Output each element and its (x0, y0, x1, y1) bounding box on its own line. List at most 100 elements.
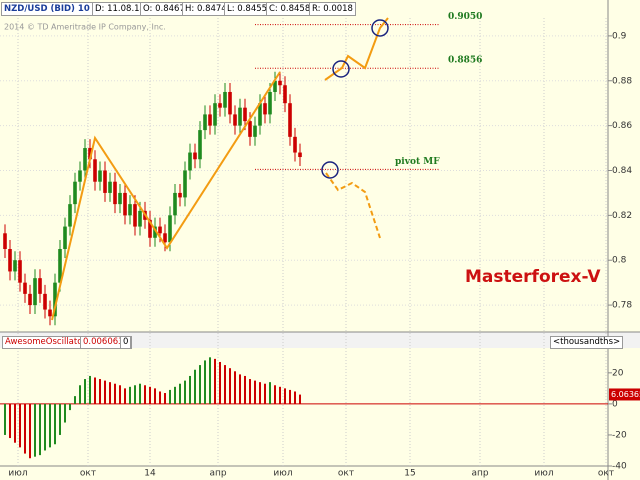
x-tick-label: июл (534, 469, 553, 479)
indicator-param: 0 (120, 336, 132, 349)
candle-body (13, 260, 17, 272)
candle-body (58, 249, 62, 283)
y-tick-label: 0.8 (612, 256, 627, 266)
high: H: 0.8474 (182, 2, 230, 16)
last-value-label: 6.06365 (611, 390, 640, 399)
y-tick-label: 0.86 (612, 121, 632, 131)
candle-body (103, 170, 107, 193)
watermark-title: Masterforex-V (465, 267, 601, 287)
candle-body (203, 114, 207, 131)
y-tick-label: 0.88 (612, 76, 632, 86)
candle-body (173, 192, 177, 216)
candle-body (283, 85, 287, 104)
candle-body (183, 170, 187, 198)
candle-body (88, 148, 92, 160)
indicator-units: <thousandths> (550, 336, 624, 349)
candle-body (263, 103, 267, 115)
circle-marker (371, 19, 389, 37)
candle-body (243, 107, 247, 122)
y-tick-label: -40 (612, 462, 627, 472)
candle-body (273, 80, 277, 92)
candle-body (73, 181, 77, 205)
candle-body (278, 80, 282, 86)
x-tick-label: 15 (404, 469, 415, 479)
projection-down (325, 172, 381, 239)
candle-body (83, 148, 87, 171)
candle-body (293, 136, 297, 153)
x-tick-label: окт (338, 469, 354, 479)
candle-body (288, 103, 292, 137)
candle-body (268, 91, 272, 115)
candle-body (163, 233, 167, 243)
level-label: 0.8856 (448, 56, 482, 66)
y-tick-label: 0.82 (612, 211, 632, 221)
candle-body (38, 278, 42, 294)
indicator-value: 0.0060636 (80, 336, 132, 349)
low: L: 0.8455 (224, 2, 271, 16)
candle-body (63, 226, 67, 249)
candle-body (123, 192, 127, 216)
circle-marker (321, 161, 339, 179)
x-tick-label: окт (598, 469, 614, 479)
copyright: 2014 © TD Ameritrade IP Company, Inc. (4, 23, 166, 32)
candle-body (98, 170, 102, 182)
candle-body (198, 130, 202, 160)
candle-body (168, 215, 172, 243)
candle-body (298, 152, 302, 158)
candle-body (53, 282, 57, 317)
y-tick-label: 0.9 (612, 31, 627, 41)
candle-body (153, 226, 157, 238)
range: R: 0.0018 (309, 2, 356, 16)
candle-body (208, 114, 212, 126)
candle-body (78, 170, 82, 182)
x-tick-label: 14 (144, 469, 156, 479)
oscillator-panel (0, 348, 640, 480)
x-tick-label: апр (209, 469, 226, 479)
candle-body (8, 249, 12, 272)
candle-body (158, 226, 162, 234)
y-tick-label: 0 (612, 399, 618, 409)
indicator-name[interactable]: AwesomeOscillator (2, 336, 89, 349)
candle-body (248, 121, 252, 137)
candle-body (108, 181, 112, 193)
candle-body (228, 91, 232, 115)
circle-marker (332, 60, 350, 78)
y-tick-label: 20 (612, 368, 624, 378)
open: O: 0.8467 (140, 2, 188, 16)
candle-body (138, 210, 142, 227)
zigzag (51, 71, 281, 321)
level-label: pivot MF (395, 157, 440, 167)
x-tick-label: окт (80, 469, 96, 479)
y-tick-label: 0.84 (612, 166, 632, 176)
candle-body (18, 260, 22, 283)
candle-body (238, 107, 242, 126)
candle-body (218, 103, 222, 108)
candle-body (193, 152, 197, 160)
candle-body (68, 204, 72, 227)
candle-body (188, 152, 192, 171)
y-tick-label: -20 (612, 430, 627, 440)
candle-body (258, 103, 262, 126)
close: C: 0.8458 (266, 2, 314, 16)
candle-body (93, 159, 97, 182)
candle-body (23, 282, 27, 294)
candle-body (3, 233, 7, 249)
level-label: 0.9050 (448, 12, 482, 22)
candle-body (43, 293, 47, 310)
candle-body (233, 114, 237, 126)
x-tick-label: июл (8, 469, 27, 479)
last-value-box (609, 388, 640, 401)
price-panel (0, 0, 640, 332)
x-tick-label: апр (471, 469, 488, 479)
candle-body (133, 204, 137, 227)
candle-body (253, 125, 257, 137)
candle-body (28, 293, 32, 306)
candle-body (113, 181, 117, 205)
candle-body (33, 278, 37, 306)
candle-body (223, 91, 227, 108)
candle-body (213, 103, 217, 126)
candle-body (178, 192, 182, 198)
candle-body (148, 219, 152, 238)
